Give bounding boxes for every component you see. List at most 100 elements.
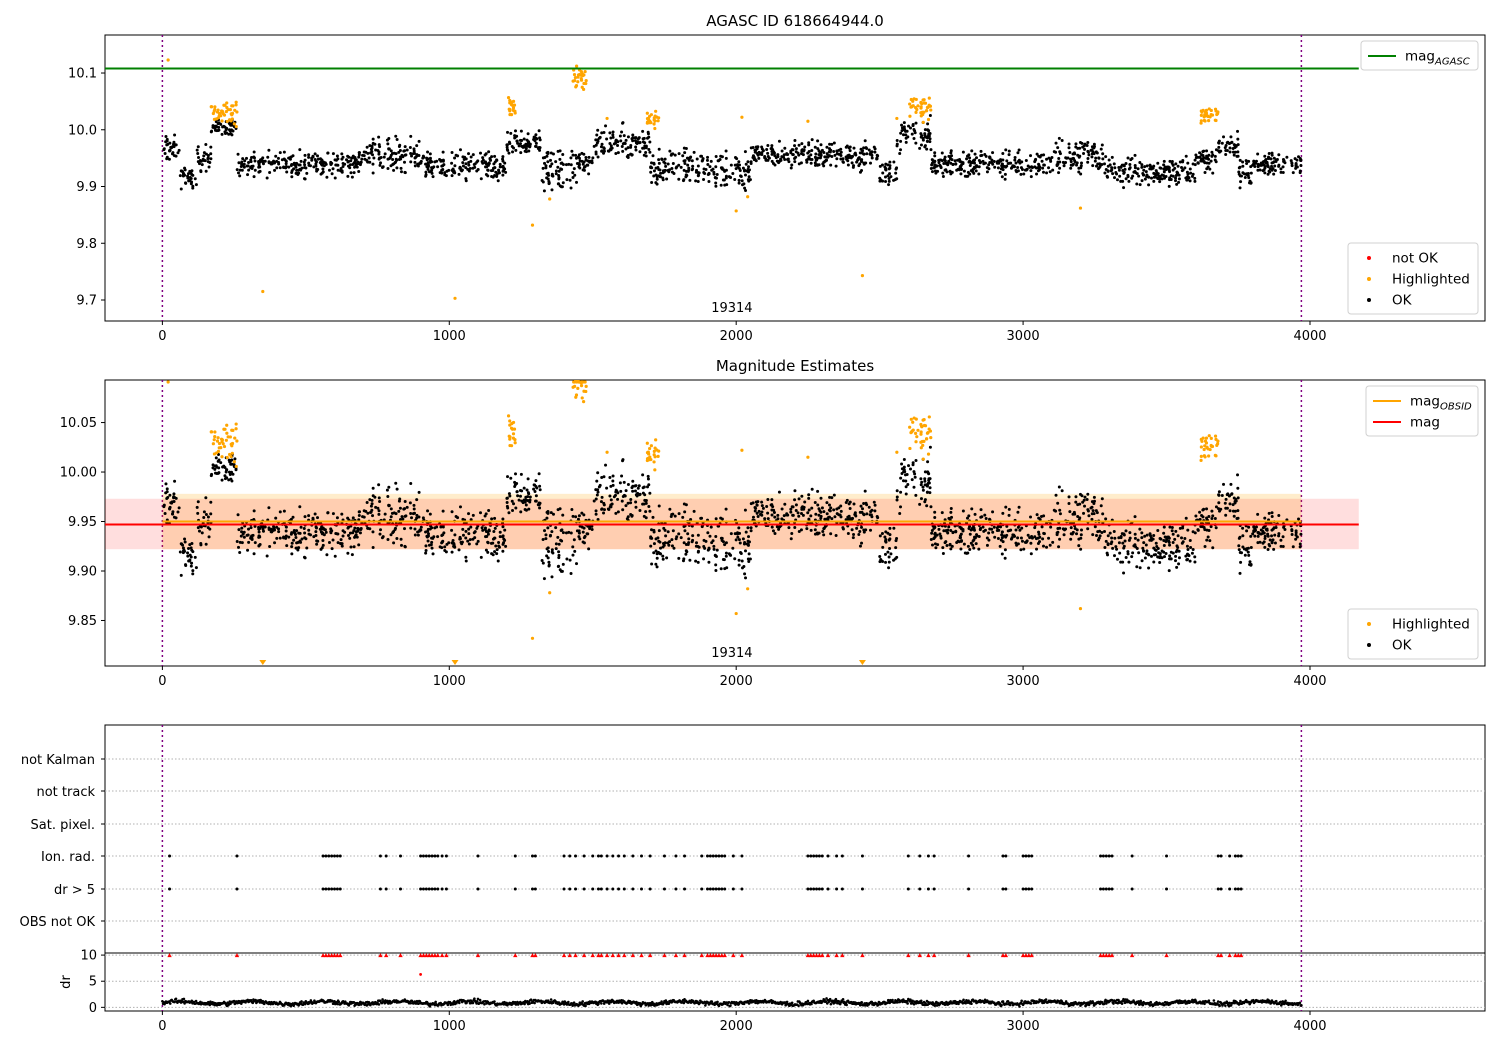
ok-point — [963, 174, 967, 178]
ok-point — [424, 170, 428, 174]
ok-point — [1290, 161, 1294, 165]
ok-point — [1298, 157, 1302, 161]
ok-point — [993, 165, 997, 169]
ok-point — [510, 499, 514, 503]
ok-point — [1135, 565, 1139, 569]
ok-point — [467, 512, 471, 516]
ok-point — [770, 498, 774, 502]
ok-point — [1241, 164, 1245, 168]
ok-point — [399, 170, 403, 174]
ok-point — [914, 141, 918, 145]
ok-point — [545, 151, 549, 155]
ok-point — [510, 145, 514, 149]
ok-point — [1093, 525, 1097, 529]
ok-point — [766, 511, 770, 515]
ok-point — [561, 562, 565, 566]
ok-point — [887, 560, 891, 564]
highlighted-point — [230, 444, 234, 448]
ok-point — [611, 135, 615, 139]
ok-point — [949, 510, 953, 514]
ok-point — [925, 483, 929, 487]
ok-point — [594, 150, 598, 154]
ok-point — [1142, 541, 1146, 545]
ok-point — [275, 536, 279, 540]
ok-point — [770, 513, 774, 517]
x-tick-label: 3000 — [1007, 329, 1040, 344]
ok-point — [576, 517, 580, 521]
ok-point — [1016, 510, 1020, 514]
ok-point — [677, 532, 681, 536]
ok-point — [249, 526, 253, 530]
ok-point — [990, 527, 994, 531]
ok-point — [1273, 533, 1277, 537]
ok-point — [581, 530, 585, 534]
ok-point — [1256, 534, 1260, 538]
ok-point — [199, 169, 203, 173]
ok-point — [1263, 166, 1267, 170]
ok-point — [362, 154, 366, 158]
ok-point — [1232, 514, 1236, 518]
ok-point — [346, 526, 350, 530]
ok-point — [1217, 493, 1221, 497]
ok-point — [401, 155, 405, 159]
ok-point — [1142, 549, 1146, 553]
flag-event-point — [640, 887, 644, 891]
ok-point — [743, 549, 747, 553]
ok-point — [236, 152, 240, 156]
ok-point — [340, 152, 344, 156]
ok-point — [661, 557, 665, 561]
ok-point — [1100, 497, 1104, 501]
ok-point — [1267, 151, 1271, 155]
ok-point — [951, 530, 955, 534]
ok-point — [862, 502, 866, 506]
ok-point — [803, 500, 807, 504]
ok-point — [707, 547, 711, 551]
ok-point — [913, 472, 917, 476]
ok-point — [1214, 505, 1218, 509]
ok-point — [441, 167, 445, 171]
ok-point — [386, 166, 390, 170]
ok-point — [1197, 155, 1201, 159]
ok-point — [900, 123, 904, 127]
ok-point — [895, 495, 899, 499]
ok-point — [1018, 528, 1022, 532]
highlighted-point — [220, 440, 224, 444]
ok-point — [1177, 556, 1181, 560]
ok-point — [887, 179, 891, 183]
ok-point — [1016, 151, 1020, 155]
ok-point — [884, 180, 888, 184]
ok-point — [671, 529, 675, 533]
ok-point — [196, 500, 200, 504]
ok-point — [933, 510, 937, 514]
ok-point — [316, 154, 320, 158]
ok-point — [1019, 172, 1023, 176]
ok-point — [1146, 552, 1150, 556]
ok-point — [858, 170, 862, 174]
ok-point — [359, 160, 363, 164]
ok-point — [1267, 169, 1271, 173]
ok-point — [412, 503, 416, 507]
y-tick-label: 10.00 — [60, 466, 97, 481]
ok-point — [1071, 152, 1075, 156]
ok-point — [1069, 166, 1073, 170]
ok-point — [1080, 161, 1084, 165]
ok-point — [398, 497, 402, 501]
ok-point — [967, 160, 971, 164]
ok-point — [707, 172, 711, 176]
ok-point — [844, 145, 848, 149]
ok-point — [1054, 141, 1058, 145]
ok-point — [961, 509, 965, 513]
ok-point — [1236, 509, 1240, 513]
ok-point — [1233, 146, 1237, 150]
ok-point — [427, 543, 431, 547]
flag-event-point — [591, 887, 595, 891]
ok-point — [830, 154, 834, 158]
ok-point — [1038, 155, 1042, 159]
ok-point — [191, 186, 195, 190]
ok-point — [738, 541, 742, 545]
ok-point — [403, 171, 407, 175]
below-range-marker — [259, 660, 267, 665]
highlighted-point — [654, 438, 658, 442]
ok-point — [199, 159, 203, 163]
ok-point — [626, 515, 630, 519]
